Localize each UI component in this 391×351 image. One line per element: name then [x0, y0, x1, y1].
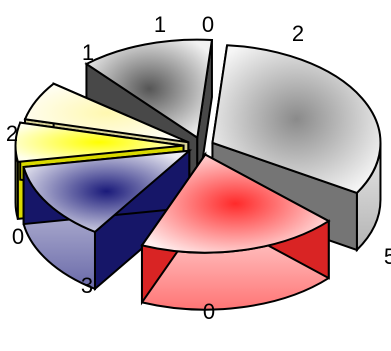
slice-label-3: 0: [12, 224, 24, 249]
slice-tops: [14, 38, 382, 254]
pie-slice-0: [211, 44, 382, 195]
slice-label-0: 5: [384, 244, 391, 269]
pie-slice-6: [23, 82, 189, 144]
slice-label-2: 3: [81, 273, 93, 298]
slice-labels: 5 0 3 0 2 1 1 0 2: [6, 12, 391, 324]
slice-label-6: 1: [154, 12, 166, 37]
slice-label-1: 0: [203, 299, 215, 324]
pie-slice-4: [22, 149, 193, 234]
slice-label-5: 1: [82, 40, 94, 65]
pie-slice-5: [14, 121, 184, 163]
slice-label-8: 2: [292, 21, 304, 46]
slice-label-4: 2: [6, 121, 18, 146]
pie-slice-8: [84, 38, 214, 140]
pie-slice-2: [140, 153, 331, 254]
slice-label-7: 0: [202, 12, 214, 37]
